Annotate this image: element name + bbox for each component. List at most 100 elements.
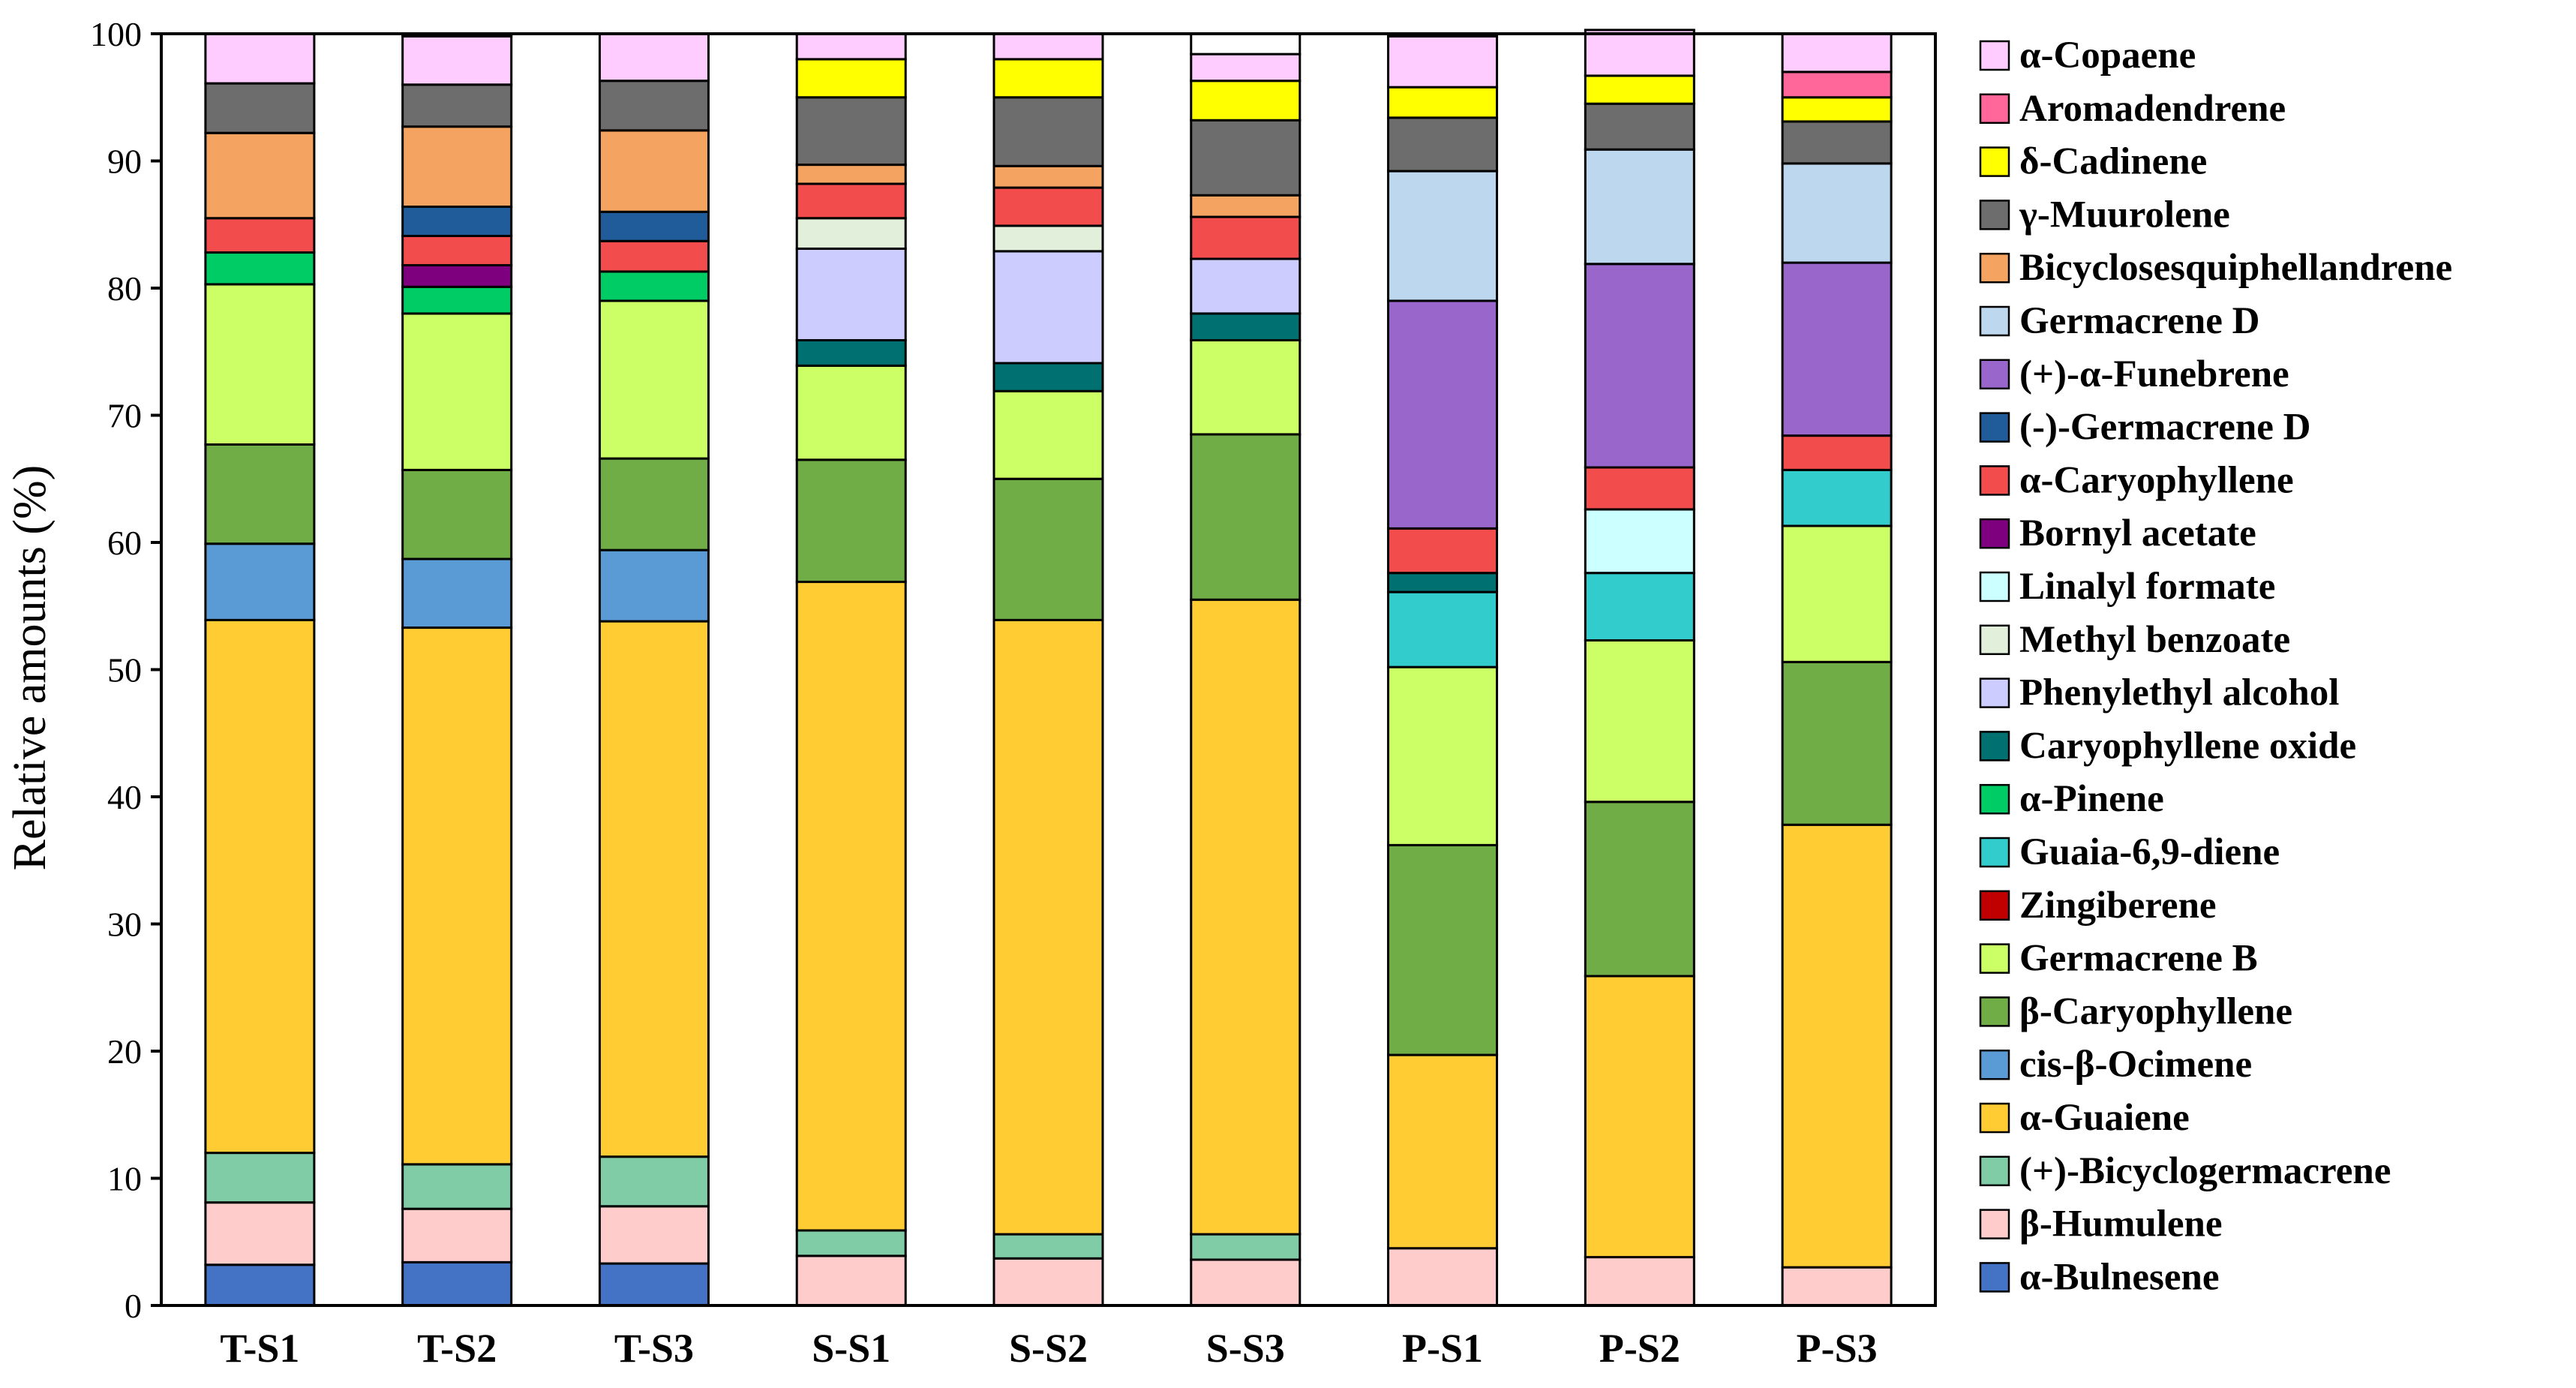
legend-swatch-funebrene bbox=[1979, 359, 2010, 390]
bar-segment-P-S3-24 bbox=[1781, 32, 1893, 74]
bar-segment-T-S1-16 bbox=[204, 217, 316, 254]
bar-segment-S-S2-3 bbox=[992, 1233, 1104, 1260]
bar-segment-T-S2-4 bbox=[401, 626, 513, 1166]
bar-segment-S-S3-16 bbox=[1190, 215, 1302, 260]
legend-label: Phenylethyl alcohol bbox=[2019, 672, 2339, 714]
legend-swatch-germacrene-d bbox=[1979, 305, 2010, 337]
legend-label: Bornyl acetate bbox=[2019, 512, 2256, 554]
bar-segment-T-S2-17 bbox=[401, 206, 513, 238]
bar-segment-S-S2-20 bbox=[992, 164, 1104, 189]
legend-label: (-)-Germacrene D bbox=[2019, 407, 2310, 449]
legend-label: Linalyl formate bbox=[2019, 566, 2275, 608]
legend-label: (+)-Bicyclogermacrene bbox=[2019, 1150, 2391, 1192]
bar-segment-T-S2-15 bbox=[401, 263, 513, 288]
bar-segment-P-S1-11 bbox=[1387, 572, 1499, 593]
bar-segment-S-S3-3 bbox=[1190, 1233, 1302, 1261]
bar-segment-T-S1-2 bbox=[204, 1201, 316, 1266]
bar-segment-S-S2-16 bbox=[992, 186, 1104, 227]
bar-segment-S-S2-12 bbox=[992, 250, 1104, 365]
y-tick-label: 0 bbox=[125, 1287, 142, 1325]
bar-segment-P-S3-23 bbox=[1781, 71, 1893, 99]
legend-label: α-Guaiene bbox=[2019, 1097, 2190, 1139]
x-tick-label: P-S2 bbox=[1599, 1326, 1680, 1371]
legend-label: γ-Muurolene bbox=[2019, 194, 2230, 236]
bar-segment-S-S3-2 bbox=[1190, 1258, 1302, 1307]
bar-segment-S-S1-11 bbox=[795, 338, 907, 367]
legend-swatch-bulnesene bbox=[1979, 1262, 2010, 1293]
x-tick-label: T-S1 bbox=[220, 1326, 299, 1371]
y-tick-label: 60 bbox=[107, 524, 142, 562]
legend-swatch-humulene bbox=[1979, 1209, 2010, 1239]
bar-segment-S-S3-12 bbox=[1190, 257, 1302, 315]
legend-swatch-cadinene bbox=[1979, 146, 2010, 177]
bar-segment-S-S3-6 bbox=[1190, 433, 1302, 601]
bar-segment-P-S3-4 bbox=[1781, 823, 1893, 1269]
x-tick-label: S-S1 bbox=[812, 1326, 890, 1371]
bar-segment-T-S1-24 bbox=[204, 32, 316, 85]
bar-segment-P-S1-2 bbox=[1387, 1247, 1499, 1307]
legend-label: α-Pinene bbox=[2019, 778, 2164, 820]
bar-segment-S-S3-22 bbox=[1190, 80, 1302, 122]
bar-segment-T-S2-3 bbox=[401, 1163, 513, 1210]
bar-segment-P-S1-18 bbox=[1387, 299, 1499, 530]
legend-label: Zingiberene bbox=[2019, 885, 2217, 927]
bar-segment-P-S3-22 bbox=[1781, 96, 1893, 123]
bar-segment-P-S2-14 bbox=[1584, 508, 1695, 575]
legend-swatch-germacrene-d bbox=[1979, 412, 2010, 443]
y-tick-label: 80 bbox=[107, 269, 142, 308]
bar-segment-T-S2-24 bbox=[401, 35, 513, 86]
legend-swatch-phenylethyl-alcohol bbox=[1979, 677, 2010, 708]
bar-segment-T-S2-16 bbox=[401, 235, 513, 266]
legend-label: Aromadendrene bbox=[2019, 88, 2286, 130]
y-tick-label: 10 bbox=[107, 1160, 142, 1198]
bar-segment-P-S2-2 bbox=[1584, 1256, 1695, 1307]
legend-swatch-copaene bbox=[1979, 40, 2010, 71]
bar-segment-S-S1-16 bbox=[795, 182, 907, 220]
legend-label: Methyl benzoate bbox=[2019, 619, 2290, 661]
legend-swatch-caryophyllene bbox=[1979, 465, 2010, 496]
y-tick-label: 40 bbox=[107, 778, 142, 816]
legend-swatch-guaiene bbox=[1979, 1102, 2010, 1134]
legend-label: (+)-α-Funebrene bbox=[2019, 353, 2289, 395]
legend-label: β-Caryophyllene bbox=[2019, 990, 2292, 1032]
bar-segment-S-S3-7 bbox=[1190, 338, 1302, 436]
bar-segment-P-S1-4 bbox=[1387, 1053, 1499, 1250]
bar-segment-P-S1-24 bbox=[1387, 35, 1499, 89]
bar-segment-T-S2-10 bbox=[401, 285, 513, 315]
legend-swatch-aromadendrene bbox=[1979, 93, 2010, 125]
legend-label: δ-Cadinene bbox=[2019, 141, 2207, 183]
bar-segment-T-S3-24 bbox=[598, 32, 710, 83]
legend: α-Copaene Aromadendrene δ-Cadinene γ-Muurol… bbox=[1979, 35, 2452, 1298]
bar-segment-T-S2-5 bbox=[401, 557, 513, 629]
legend-swatch-bicyclosesquiphellandrene bbox=[1979, 252, 2010, 284]
bar-segment-S-S3-24 bbox=[1190, 53, 1302, 83]
bar-segment-P-S3-21 bbox=[1781, 120, 1893, 165]
bar-segment-P-S2-9 bbox=[1584, 572, 1695, 642]
bar-segment-S-S2-21 bbox=[992, 96, 1104, 167]
bar-segment-S-S3-20 bbox=[1190, 194, 1302, 218]
legend-swatch-caryophyllene bbox=[1979, 996, 2010, 1027]
bar-segment-P-S3-18 bbox=[1781, 261, 1893, 437]
bar-segment-S-S1-2 bbox=[795, 1254, 907, 1307]
bar-segment-T-S2-21 bbox=[401, 83, 513, 128]
legend-label: α-Bulnesene bbox=[2019, 1256, 2219, 1298]
bar-segment-S-S1-7 bbox=[795, 364, 907, 461]
bar-segment-T-S3-20 bbox=[598, 129, 710, 213]
x-tick-label: S-S2 bbox=[1009, 1326, 1088, 1371]
y-axis-title: Relative amounts (%) bbox=[5, 465, 56, 871]
bar-segment-T-S2-1 bbox=[401, 1260, 513, 1307]
bar-segment-T-S3-5 bbox=[598, 548, 710, 623]
bar-segment-S-S1-24 bbox=[795, 32, 907, 61]
bar-segment-T-S2-2 bbox=[401, 1207, 513, 1263]
bars-group bbox=[204, 29, 1893, 1307]
bar-segment-T-S2-6 bbox=[401, 468, 513, 560]
bar-segment-P-S2-21 bbox=[1584, 102, 1695, 151]
x-tick-label: P-S3 bbox=[1797, 1326, 1878, 1371]
bar-segment-S-S1-6 bbox=[795, 458, 907, 584]
bar-segment-S-S2-13 bbox=[992, 224, 1104, 253]
bar-segment-S-S1-22 bbox=[795, 58, 907, 99]
bar-segment-S-S2-6 bbox=[992, 477, 1104, 621]
bar-segment-S-S2-2 bbox=[992, 1257, 1104, 1307]
x-tick-label: P-S1 bbox=[1402, 1326, 1483, 1371]
